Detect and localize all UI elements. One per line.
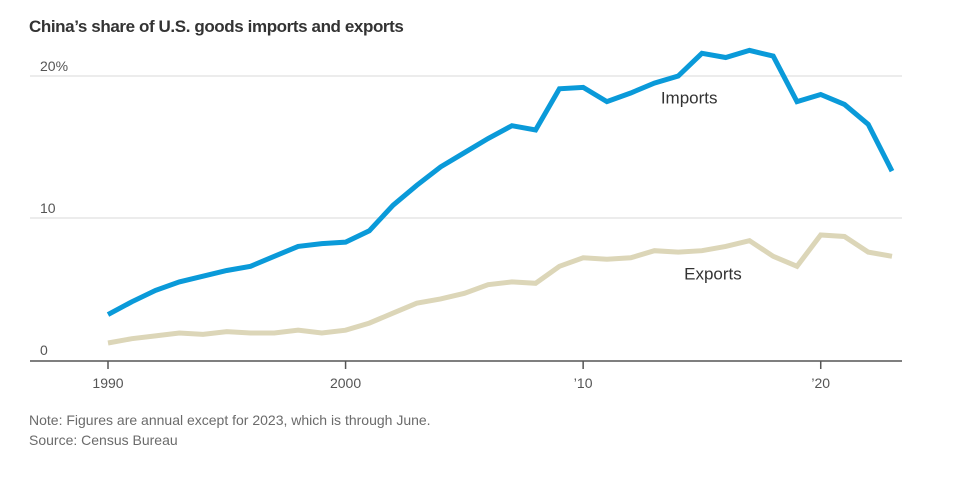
x-tick-label: 1990 — [92, 375, 123, 391]
series-label-exports: Exports — [684, 264, 742, 283]
x-tick-label: ’10 — [574, 375, 593, 391]
chart-title: China’s share of U.S. goods imports and … — [29, 17, 404, 36]
x-axis: 1990 2000 ’10 ’20 — [30, 360, 902, 391]
y-tick-label: 10 — [40, 200, 56, 216]
chart-source: Source: Census Bureau — [29, 432, 178, 448]
x-tick-label: 2000 — [330, 375, 361, 391]
y-tick-label: 0 — [40, 342, 48, 358]
y-tick-label: 20% — [40, 58, 68, 74]
series-line-imports — [106, 47, 895, 317]
chart-note: Note: Figures are annual except for 2023… — [29, 412, 431, 428]
series-labels: Imports Exports — [661, 88, 742, 283]
series-line-exports — [107, 232, 893, 346]
series-lines — [106, 47, 895, 346]
x-tick-label: ’20 — [811, 375, 830, 391]
gridlines: 0 10 20% — [30, 58, 902, 358]
series-label-imports: Imports — [661, 88, 718, 107]
